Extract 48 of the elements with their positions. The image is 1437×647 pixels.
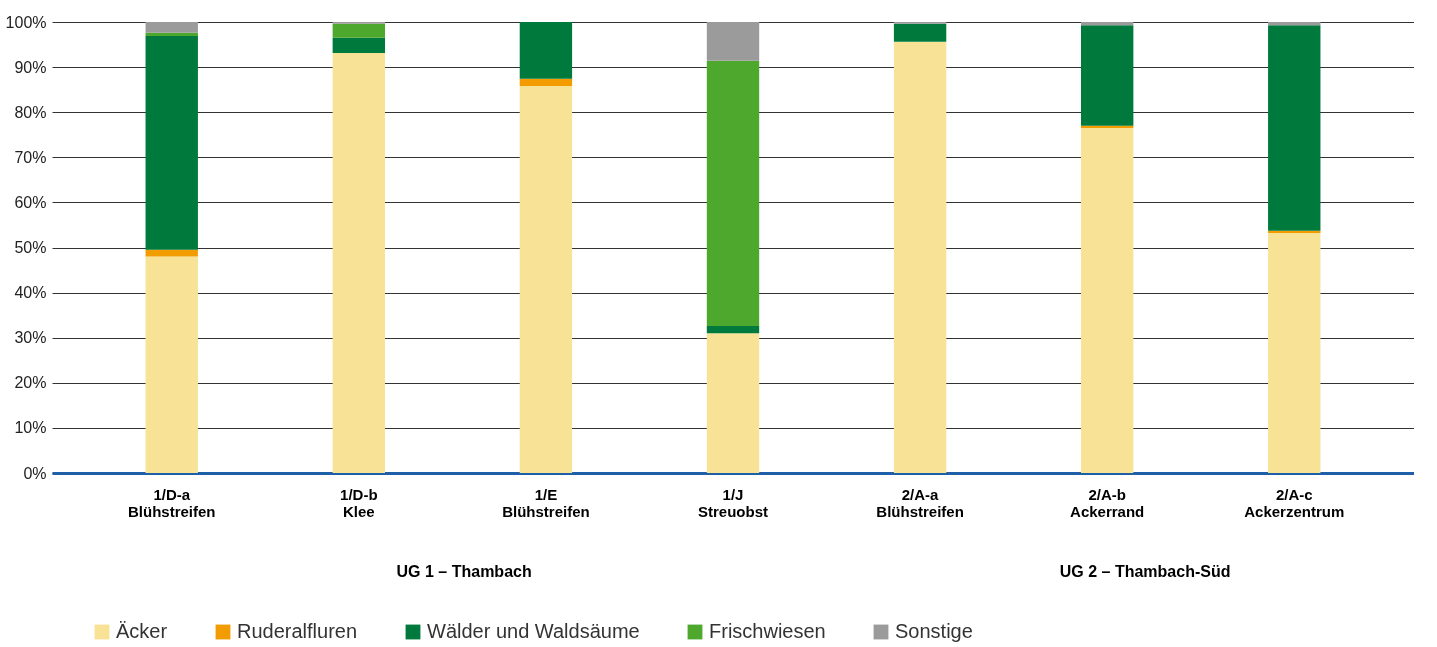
x-tick-label: 1/E Blühstreifen	[502, 485, 590, 520]
text: UG 2 – Thambach-Süd	[1059, 563, 1231, 581]
bar	[1268, 25, 1321, 231]
bar	[332, 37, 386, 54]
y-tick-label: 20%	[14, 374, 47, 392]
bar	[145, 256, 198, 473]
bar	[1080, 25, 1134, 126]
legend-label: Sonstige	[895, 620, 973, 642]
bar	[893, 41, 947, 473]
legend-label: Ruderalfluren	[237, 620, 358, 642]
bar	[706, 22, 760, 61]
bar	[332, 53, 386, 473]
y-tick-label: 60%	[14, 193, 47, 211]
bar	[1080, 127, 1134, 473]
bar	[1268, 22, 1321, 26]
text: UG 1 – Thambach	[396, 563, 532, 581]
bar	[145, 32, 198, 36]
y-tick-label: 30%	[14, 329, 47, 347]
bar	[893, 23, 947, 42]
x-tick-label: 1/D-a Blühstreifen	[127, 485, 216, 520]
y-tick-label: 80%	[14, 103, 47, 121]
bar	[1268, 233, 1321, 473]
bar	[519, 78, 573, 87]
y-tick-label: 100%	[5, 13, 47, 31]
x-tick-label: 2/A-c Ackerzentrum	[1244, 485, 1345, 520]
x-tick-label: 2/A-a Blühstreifen	[876, 485, 964, 520]
bar	[1080, 22, 1134, 26]
bar	[145, 35, 198, 250]
y-tick-label: 50%	[14, 239, 47, 256]
bar	[332, 23, 386, 38]
legend-label: Wälder und Waldsäume	[427, 620, 640, 642]
y-tick-label: 70%	[14, 148, 47, 166]
x-tick-label: 2/A-b Ackerrand	[1070, 485, 1145, 520]
y-tick-label: 10%	[14, 419, 47, 437]
legend-label: Äcker	[116, 620, 168, 642]
bar	[145, 249, 198, 257]
y-tick-label: 40%	[14, 284, 47, 302]
x-tick-label: 1/D-b Klee	[340, 485, 378, 520]
bar	[706, 325, 760, 334]
bar	[706, 60, 760, 326]
bar	[519, 22, 573, 79]
bar	[145, 22, 198, 33]
bar	[519, 86, 573, 473]
legend-label: Frischwiesen	[709, 620, 826, 642]
x-tick-label: 1/J Streuobst	[697, 485, 769, 520]
y-tick-label: 0%	[23, 464, 47, 482]
y-tick-label: 90%	[14, 58, 47, 76]
bar	[706, 333, 760, 473]
